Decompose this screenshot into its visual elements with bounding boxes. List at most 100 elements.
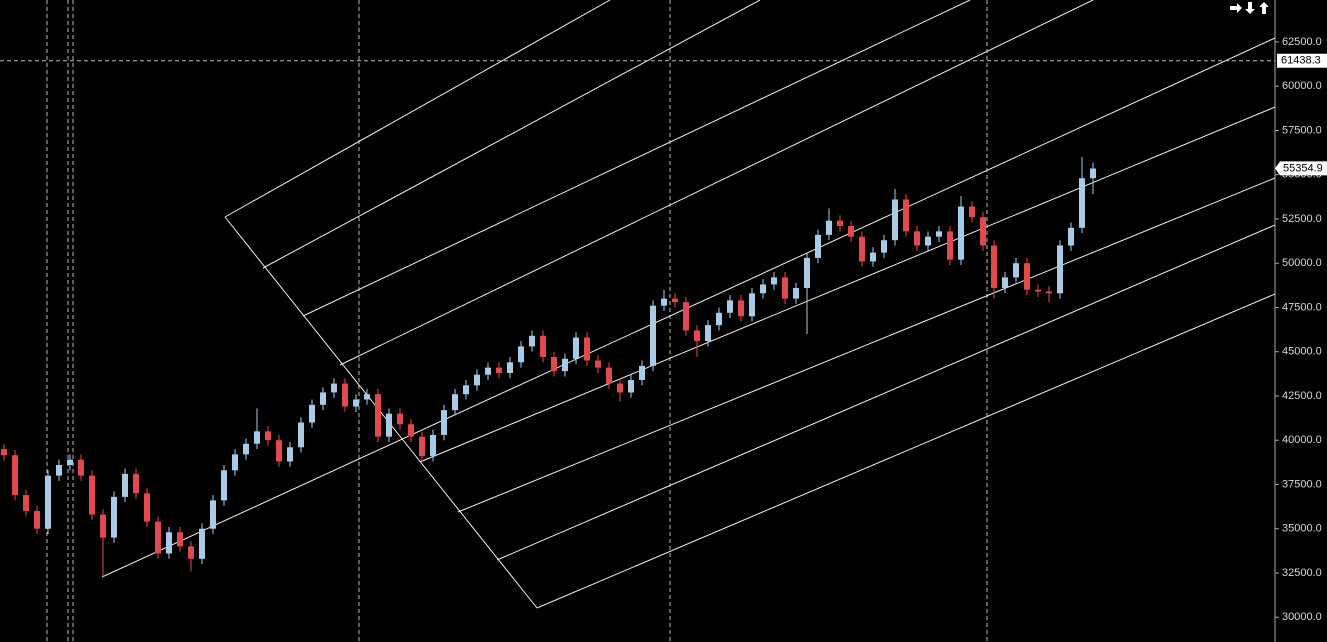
- candle-body: [980, 217, 986, 246]
- candle-body: [122, 473, 128, 497]
- candle-body: [155, 521, 161, 554]
- candle-body: [551, 357, 557, 372]
- candle-body: [298, 422, 304, 448]
- scroll-down-icon[interactable]: [1245, 2, 1255, 14]
- pitchfork-line: [302, 0, 971, 317]
- candle-body: [617, 383, 623, 393]
- candle-body: [573, 337, 579, 359]
- candle-body: [683, 302, 689, 331]
- candle-body: [243, 443, 249, 455]
- candle-body: [606, 367, 612, 384]
- candle-body: [529, 335, 535, 347]
- candle-body: [727, 300, 733, 313]
- candle-body: [89, 475, 95, 515]
- candle-body: [45, 475, 51, 529]
- candle-body: [287, 447, 293, 462]
- candle-body: [78, 459, 84, 476]
- candle-body: [111, 496, 117, 538]
- candle-body: [848, 226, 854, 237]
- scroll-up-icon[interactable]: [1259, 2, 1269, 14]
- candle-body: [1079, 178, 1085, 228]
- pitchfork-line: [224, 0, 611, 218]
- candle-body: [441, 410, 447, 435]
- candle-body: [1046, 291, 1052, 294]
- candle-body: [408, 424, 414, 437]
- candle-body: [859, 236, 865, 262]
- pitchfork-line: [536, 293, 1276, 609]
- y-tick-label: 62500.0: [1282, 36, 1322, 48]
- candle-body: [485, 367, 491, 375]
- candle-body: [1, 449, 7, 456]
- candle-body: [331, 383, 337, 393]
- candle-body: [694, 330, 700, 342]
- candle-body: [221, 470, 227, 501]
- crosshair-tag: 61438.3: [1281, 55, 1321, 67]
- candle-body: [364, 394, 370, 400]
- candle-body: [661, 298, 667, 306]
- y-tick-label: 35000.0: [1282, 523, 1322, 535]
- scroll-icons[interactable]: [1230, 2, 1269, 14]
- candle-body: [474, 374, 480, 386]
- candle-body: [584, 337, 590, 361]
- candle-body: [177, 532, 183, 547]
- y-tick-label: 32500.0: [1282, 567, 1322, 579]
- candle-body: [265, 431, 271, 441]
- pitchfork-line: [457, 177, 1276, 513]
- candle-body: [375, 394, 381, 437]
- candle-body: [815, 234, 821, 258]
- y-tick-label: 52500.0: [1282, 213, 1322, 225]
- scroll-right-icon[interactable]: [1230, 3, 1242, 13]
- candle-body: [958, 206, 964, 260]
- y-tick-label: 37500.0: [1282, 478, 1322, 490]
- candle-body: [386, 413, 392, 437]
- y-tick-label: 47500.0: [1282, 301, 1322, 313]
- candle-body: [166, 532, 172, 554]
- candle-body: [749, 293, 755, 317]
- candle-body: [1002, 277, 1008, 288]
- candle-body: [738, 300, 744, 317]
- candle-body: [463, 385, 469, 395]
- candle-body: [639, 365, 645, 381]
- candle-body: [397, 413, 403, 425]
- y-tick-label: 57500.0: [1282, 124, 1322, 136]
- candle-body: [1035, 289, 1041, 292]
- candle-body: [34, 511, 40, 529]
- candle-body: [320, 392, 326, 405]
- pitchfork-line: [419, 106, 1276, 463]
- candle-body: [969, 206, 975, 218]
- candle-body: [430, 434, 436, 457]
- candle-body: [100, 514, 106, 538]
- candle-body: [1057, 245, 1063, 294]
- candle-body: [276, 440, 282, 462]
- candle-body: [67, 459, 73, 465]
- last-price-tag-box: [1275, 161, 1327, 176]
- candle-body: [936, 231, 942, 237]
- y-tick-label: 45000.0: [1282, 346, 1322, 358]
- candle-body: [595, 360, 601, 368]
- candle-body: [23, 495, 29, 512]
- candle-body: [254, 431, 260, 444]
- candle-body: [232, 454, 238, 471]
- candle-body: [342, 383, 348, 407]
- candle-body: [628, 380, 634, 393]
- y-tick-label: 30000.0: [1282, 611, 1322, 623]
- candle-body: [881, 240, 887, 253]
- candle-body: [1013, 263, 1019, 278]
- pitchfork-line: [496, 224, 1276, 561]
- candle-body: [947, 231, 953, 260]
- candle-body: [562, 358, 568, 372]
- candle-body: [716, 312, 722, 326]
- candle-body: [903, 199, 909, 232]
- candle-body: [210, 500, 216, 529]
- candle-body: [991, 245, 997, 288]
- candle-body: [826, 220, 832, 235]
- candle-body: [1090, 168, 1096, 179]
- candle-body: [56, 464, 62, 476]
- candle-body: [540, 335, 546, 358]
- candle-body: [1068, 227, 1074, 246]
- candle-body: [650, 305, 656, 366]
- candle-body: [419, 436, 425, 457]
- candle-body: [507, 362, 513, 373]
